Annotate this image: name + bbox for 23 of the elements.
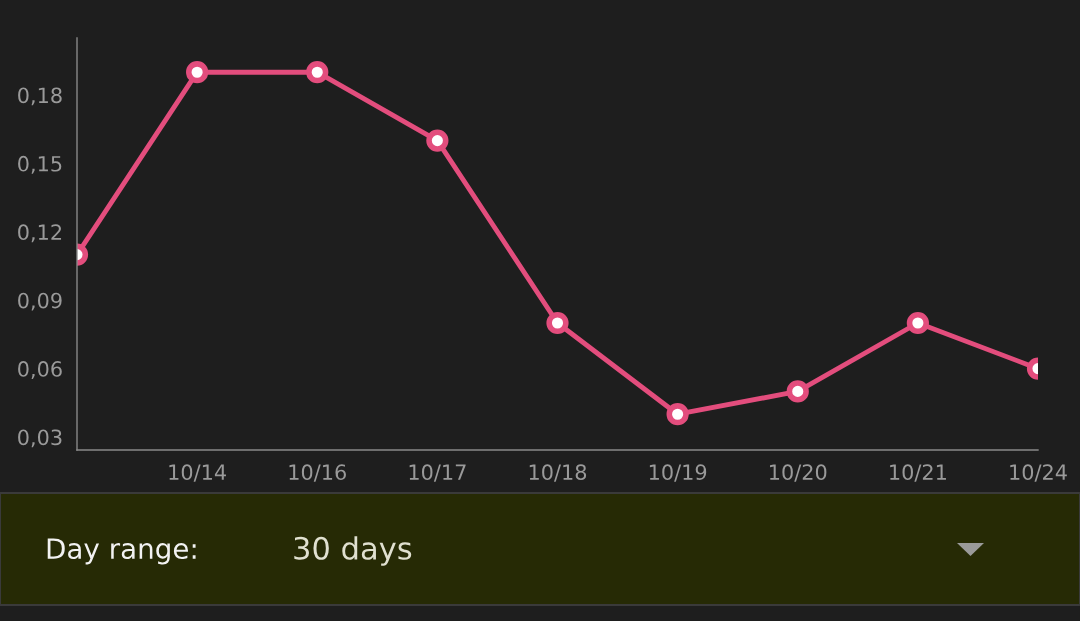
point <box>426 129 449 152</box>
point <box>666 403 689 426</box>
y-tick-label: 0,12 <box>18 224 62 243</box>
point <box>786 380 809 403</box>
x-tick-label: 10/18 <box>529 464 587 482</box>
x-tick-label: 10/24 <box>1010 464 1067 482</box>
x-tick-label: 10/16 <box>289 464 346 482</box>
text: Day range: <box>47 538 196 565</box>
y-tick-label: 0,03 <box>18 429 62 448</box>
x-tick-label: 10/19 <box>649 464 707 482</box>
x-tick-label: 10/21 <box>890 464 946 482</box>
x-tick-label: 10/14 <box>169 464 226 482</box>
text: 30 days <box>294 536 412 566</box>
point <box>906 311 929 335</box>
point <box>546 311 569 335</box>
y-tick-label: 0,18 <box>18 87 62 106</box>
point <box>186 61 209 84</box>
y-tick-label: 0,09 <box>18 292 62 311</box>
x-tick-label: 10/17 <box>409 464 466 482</box>
point <box>306 61 329 84</box>
y-tick-label: 0,06 <box>18 361 62 379</box>
y-tick-label: 0,15 <box>18 155 62 174</box>
x-tick-label: 10/20 <box>770 464 827 482</box>
